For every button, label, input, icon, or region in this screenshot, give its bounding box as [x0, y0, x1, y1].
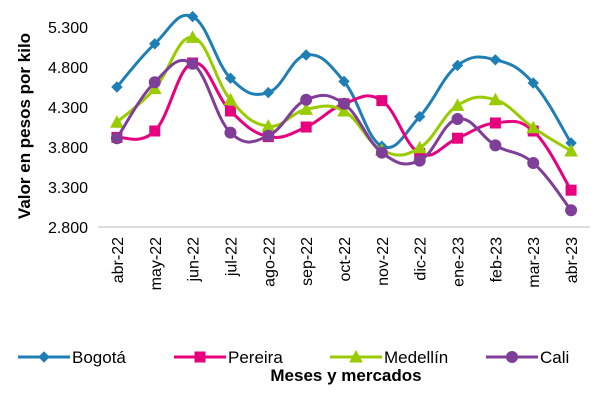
data-point	[565, 184, 577, 196]
data-point	[413, 154, 426, 167]
data-point	[262, 86, 275, 99]
y-axis-title: Valor en pesos por kilo	[15, 33, 34, 219]
data-point	[224, 105, 236, 117]
y-tick-label: 5.300	[48, 20, 88, 37]
series-layer	[110, 10, 578, 217]
data-point	[451, 113, 464, 125]
data-point	[337, 103, 351, 117]
y-tick-label: 3.800	[48, 140, 88, 157]
x-tick-label: dic-22	[413, 237, 430, 281]
legend-label: Pereira	[228, 348, 283, 367]
legend-marker	[349, 349, 363, 363]
x-axis-title: Meses y mercados	[270, 366, 421, 385]
data-point	[527, 157, 540, 169]
data-point	[450, 98, 465, 111]
data-point	[110, 115, 124, 128]
y-axis-ticks: 2.800 3.300 3.800 4.300 4.800 5.300	[48, 20, 88, 237]
data-point	[186, 10, 199, 23]
y-tick-label: 3.300	[48, 180, 88, 197]
data-point	[299, 102, 313, 115]
legend-item: Pereira	[174, 348, 283, 367]
legend: Bogotá Pereira Medellín Cali	[18, 348, 569, 367]
x-tick-label: ene-23	[451, 237, 468, 287]
data-point	[452, 132, 464, 144]
legend-item: Bogotá	[18, 348, 126, 367]
legend-marker	[506, 351, 518, 363]
x-axis-ticks: abr-22 may-22 jun-22 jul-22 ago-22 sep-22 oct-…	[110, 237, 581, 290]
data-point	[564, 143, 578, 157]
x-tick-label: mar-23	[526, 237, 543, 288]
legend-label: Bogotá	[72, 348, 126, 367]
data-point	[224, 72, 237, 84]
data-point	[185, 30, 200, 43]
legend-item: Cali	[486, 348, 569, 367]
data-point	[149, 38, 161, 50]
data-point	[111, 81, 123, 93]
data-point	[412, 140, 427, 154]
data-point	[413, 110, 426, 123]
data-point	[300, 93, 313, 106]
x-tick-label: oct-22	[337, 237, 354, 282]
y-tick-label: 4.300	[48, 100, 88, 117]
data-point	[223, 92, 238, 106]
series-3	[110, 57, 578, 217]
data-point	[186, 57, 199, 70]
y-tick-label: 4.800	[48, 60, 88, 77]
data-point	[527, 77, 539, 89]
data-point	[565, 204, 578, 217]
x-tick-label: jul-22	[223, 237, 240, 277]
data-point	[262, 129, 275, 142]
legend-label: Medellín	[384, 348, 448, 367]
data-point	[338, 75, 350, 88]
legend-marker	[38, 351, 50, 363]
data-point	[489, 117, 501, 129]
x-tick-label: sep-22	[299, 237, 316, 286]
x-tick-label: abr-22	[110, 237, 127, 283]
series-2	[110, 30, 578, 157]
data-point	[375, 146, 388, 159]
data-point	[148, 76, 161, 89]
data-point	[224, 126, 237, 139]
legend-label: Cali	[540, 348, 569, 367]
series-line	[115, 35, 573, 157]
data-point	[489, 54, 502, 66]
data-point	[451, 59, 464, 72]
x-tick-label: jun-22	[186, 237, 203, 283]
data-point	[338, 97, 350, 110]
data-point	[489, 139, 502, 152]
data-point	[300, 49, 312, 61]
data-point	[110, 132, 123, 145]
data-point	[526, 120, 541, 134]
x-tick-label: nov-22	[375, 237, 392, 286]
legend-item: Medellín	[330, 348, 448, 367]
legend-marker	[194, 351, 206, 363]
x-tick-label: may-22	[148, 237, 165, 290]
series-0	[111, 10, 577, 152]
data-point	[300, 121, 312, 133]
x-tick-label: abr-23	[564, 237, 581, 283]
data-point	[488, 92, 503, 106]
x-tick-label: ago-22	[261, 237, 278, 287]
data-point	[376, 95, 388, 107]
y-tick-label: 2.800	[48, 220, 88, 237]
x-tick-label: feb-23	[488, 237, 505, 282]
data-point	[149, 125, 161, 137]
